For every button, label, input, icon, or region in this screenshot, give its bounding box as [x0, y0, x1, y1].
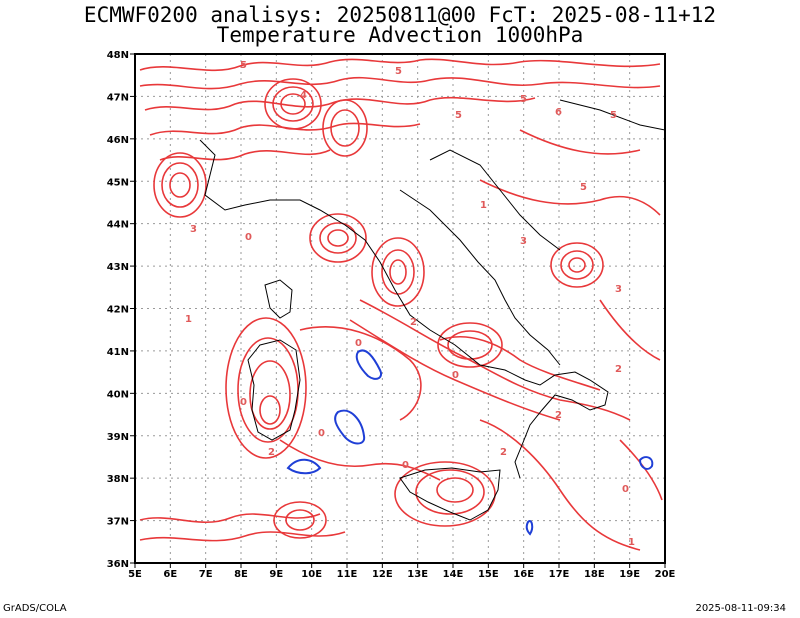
contour-value-label: 2	[500, 447, 507, 458]
contour-value-label: 0	[245, 232, 252, 243]
contour-value-label: 5	[610, 110, 617, 121]
coastlines	[199, 99, 665, 521]
lat-label: 43N	[107, 262, 129, 273]
graticule	[135, 54, 665, 563]
lat-label: 40N	[107, 389, 129, 400]
lon-label: 17E	[549, 569, 570, 580]
lat-label: 46N	[107, 135, 129, 146]
contour-value-label: 5	[455, 110, 462, 121]
contour-value-label: 2	[615, 364, 622, 375]
lat-label: 42N	[107, 305, 129, 316]
contour-value-label: 0	[402, 460, 409, 471]
contour-value-label: 6	[555, 107, 562, 118]
contour-value-label: 0	[318, 428, 325, 439]
contour-value-label: 0	[452, 370, 459, 381]
lat-label: 45N	[107, 177, 129, 188]
lon-label: 12E	[372, 569, 393, 580]
lat-label: 47N	[107, 92, 129, 103]
map-subtitle: Temperature Advection 1000hPa	[216, 23, 584, 47]
lon-label: 10E	[301, 569, 322, 580]
lat-label: 41N	[107, 347, 129, 358]
lat-label: 48N	[107, 50, 129, 61]
footer-right: 2025-08-11-09:34	[695, 603, 786, 614]
contour-value-label: 1	[628, 537, 635, 548]
lon-label: 16E	[513, 569, 534, 580]
lon-label: 15E	[478, 569, 499, 580]
contour-value-label: 5	[520, 94, 527, 105]
contour-labels: 5 5 5 5 5 6 5 4 3 3 3 0 0 0 0 2 2 2 1 1 0 0 1 2 2 0	[185, 60, 635, 548]
footer-left: GrADS/COLA	[3, 603, 67, 614]
contour-value-label: 2	[555, 410, 562, 421]
contour-value-label: 4	[300, 90, 307, 101]
contour-value-label: 1	[480, 200, 487, 211]
lon-label: 18E	[584, 569, 605, 580]
lat-label: 44N	[107, 220, 129, 231]
lon-label: 7E	[199, 569, 213, 580]
lat-label: 38N	[107, 474, 129, 485]
contour-value-label: 1	[185, 314, 192, 325]
contour-value-label: 5	[240, 60, 247, 71]
lon-label: 9E	[269, 569, 283, 580]
map-title: ECMWF0200 analisys: 20250811@00 FcT: 202…	[83, 3, 717, 27]
contour-value-label: 2	[410, 317, 417, 328]
lon-label: 19E	[619, 569, 640, 580]
negative-contours	[286, 349, 654, 536]
contour-value-label: 5	[395, 66, 402, 77]
contour-value-label: 0	[355, 338, 362, 349]
lon-label: 20E	[655, 569, 676, 580]
lon-label: 14E	[443, 569, 464, 580]
contour-value-label: 0	[622, 484, 629, 495]
contour-value-label: 3	[520, 236, 527, 247]
contour-value-label: 3	[190, 224, 197, 235]
axis-ticks: 48N47N46N45N44N43N42N41N40N39N38N37N36N5…	[107, 50, 676, 580]
lon-label: 11E	[337, 569, 358, 580]
lon-label: 13E	[407, 569, 428, 580]
contour-value-label: 5	[580, 182, 587, 193]
contour-value-label: 0	[240, 397, 247, 408]
contour-value-label: 3	[615, 284, 622, 295]
lat-label: 36N	[107, 559, 129, 570]
lat-label: 37N	[107, 517, 129, 528]
contour-value-label: 2	[268, 447, 275, 458]
lon-label: 6E	[163, 569, 177, 580]
positive-contours	[139, 58, 663, 551]
lon-label: 8E	[234, 569, 248, 580]
lon-label: 5E	[128, 569, 142, 580]
lat-label: 39N	[107, 432, 129, 443]
